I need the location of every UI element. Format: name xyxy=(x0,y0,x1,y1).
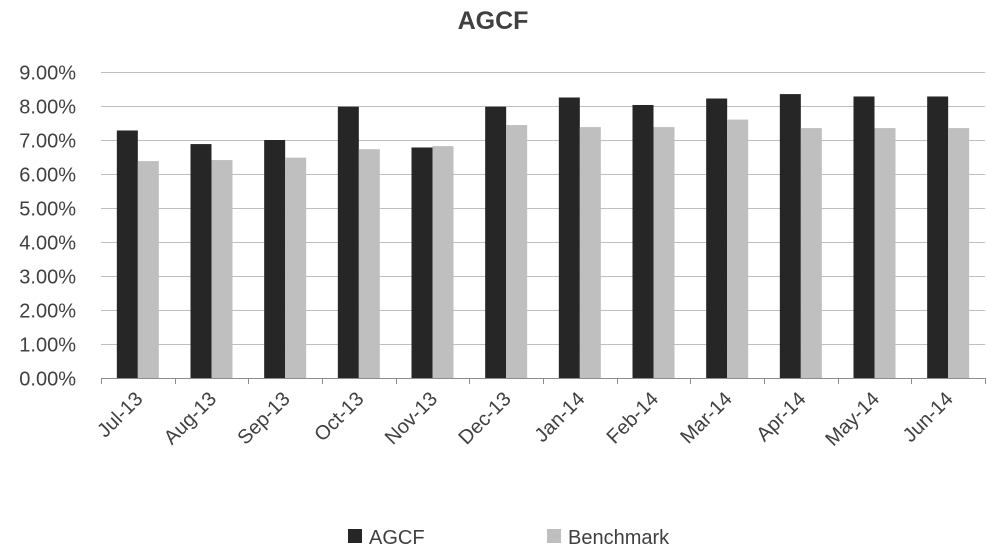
x-tick-label: May-14 xyxy=(821,388,884,451)
y-tick-label: 7.00% xyxy=(19,131,76,153)
y-tick-label: 5.00% xyxy=(19,199,76,221)
bar-agcf-jun-14 xyxy=(927,96,949,378)
x-axis-labels: Jul-13 Aug-13 Sep-13 Oct-13 Nov-13 Dec-13 Jan-… xyxy=(93,388,957,451)
bar-agcf-oct-13 xyxy=(337,106,359,379)
bar-benchmark-feb-14 xyxy=(653,127,675,378)
bar-benchmark-sep-13 xyxy=(285,157,307,378)
x-tick-label: Mar-14 xyxy=(676,388,736,448)
legend: AGCF Benchmark xyxy=(348,527,670,549)
axes xyxy=(101,378,986,384)
x-tick-label: Apr-14 xyxy=(752,388,810,446)
y-tick-label: 0.00% xyxy=(19,369,76,391)
bar-benchmark-jul-13 xyxy=(137,161,159,378)
y-tick-label: 9.00% xyxy=(19,63,76,85)
bar-benchmark-dec-13 xyxy=(506,125,528,378)
y-tick-label: 1.00% xyxy=(19,335,76,357)
legend-label-agcf: AGCF xyxy=(369,527,425,549)
legend-swatch-agcf xyxy=(348,529,362,543)
bar-benchmark-aug-13 xyxy=(211,160,233,378)
bar-benchmark-jan-14 xyxy=(579,127,601,378)
bar-agcf-dec-13 xyxy=(485,106,507,379)
bar-benchmark-apr-14 xyxy=(800,128,822,378)
bar-agcf-apr-14 xyxy=(779,94,801,378)
bar-benchmark-mar-14 xyxy=(727,119,749,378)
bar-agcf-may-14 xyxy=(853,96,875,378)
bar-agcf-sep-13 xyxy=(264,140,286,378)
legend-label-benchmark: Benchmark xyxy=(568,527,670,549)
bar-agcf-jan-14 xyxy=(558,97,580,378)
x-tick-label: Sep-13 xyxy=(234,388,295,449)
gridlines xyxy=(101,72,985,345)
bar-benchmark-nov-13 xyxy=(432,146,454,378)
y-tick-label: 4.00% xyxy=(19,233,76,255)
y-tick-label: 6.00% xyxy=(19,165,76,187)
bar-agcf-jul-13 xyxy=(116,130,138,378)
x-tick-label: Jul-13 xyxy=(93,388,147,442)
legend-swatch-benchmark xyxy=(547,529,561,543)
chart-title: AGCF xyxy=(458,7,529,35)
bar-agcf-nov-13 xyxy=(411,147,433,378)
bar-agcf-aug-13 xyxy=(190,144,212,378)
bar-benchmark-jun-14 xyxy=(948,128,970,378)
bar-benchmark-may-14 xyxy=(874,128,896,378)
x-tick-label: Aug-13 xyxy=(160,388,221,449)
bars xyxy=(116,94,970,379)
y-tick-label: 8.00% xyxy=(19,97,76,119)
x-tick-label: Dec-13 xyxy=(455,388,516,449)
bar-agcf-mar-14 xyxy=(706,98,728,379)
y-tick-label: 3.00% xyxy=(19,267,76,289)
bar-benchmark-oct-13 xyxy=(358,149,380,378)
x-tick-label: Oct-13 xyxy=(310,388,368,446)
x-tick-label: Jun-14 xyxy=(899,388,958,447)
x-tick-label: Feb-14 xyxy=(603,388,663,448)
bar-agcf-feb-14 xyxy=(632,104,654,378)
x-tick-label: Nov-13 xyxy=(381,388,442,449)
y-axis-labels: 0.00% 1.00% 2.00% 3.00% 4.00% 5.00% 6.00% 7.00%… xyxy=(19,63,76,391)
x-tick-label: Jan-14 xyxy=(531,388,590,447)
y-tick-label: 2.00% xyxy=(19,301,76,323)
